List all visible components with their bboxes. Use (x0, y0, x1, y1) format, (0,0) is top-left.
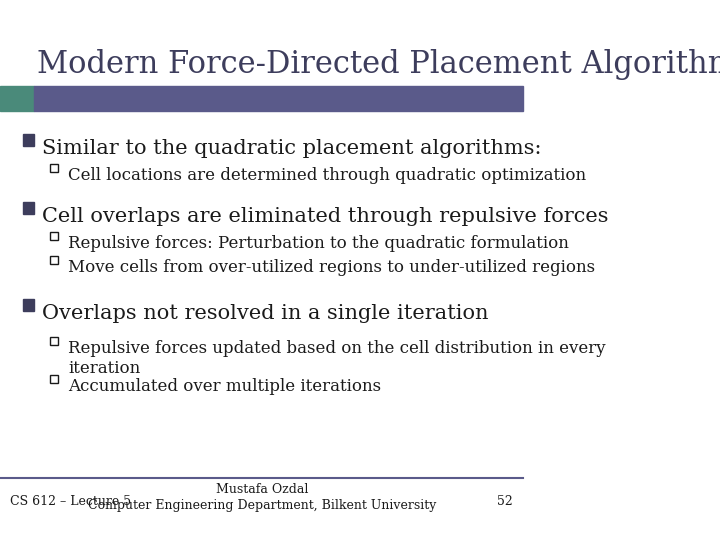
Bar (50, 164, 58, 172)
Text: Modern Force-Directed Placement Algorithms: Modern Force-Directed Placement Algorith… (37, 49, 720, 79)
Bar (22, 299, 34, 311)
Text: 52: 52 (498, 495, 513, 508)
Text: CS 612 – Lecture 5: CS 612 – Lecture 5 (11, 495, 132, 508)
Text: Cell overlaps are eliminated through repulsive forces: Cell overlaps are eliminated through rep… (42, 207, 608, 226)
Text: Computer Engineering Department, Bilkent University: Computer Engineering Department, Bilkent… (88, 499, 436, 512)
Bar (22, 202, 34, 214)
Bar (34, 86, 523, 111)
Text: Repulsive forces: Perturbation to the quadratic formulation: Repulsive forces: Perturbation to the qu… (68, 235, 569, 252)
Text: Accumulated over multiple iterations: Accumulated over multiple iterations (68, 378, 381, 395)
Bar (50, 256, 58, 264)
Text: Similar to the quadratic placement algorithms:: Similar to the quadratic placement algor… (42, 139, 541, 158)
Bar (50, 337, 58, 345)
Bar (50, 232, 58, 240)
Text: Move cells from over-utilized regions to under-utilized regions: Move cells from over-utilized regions to… (68, 259, 595, 276)
Text: Mustafa Ozdal: Mustafa Ozdal (215, 483, 308, 496)
Bar (0, 86, 34, 111)
Text: Cell locations are determined through quadratic optimization: Cell locations are determined through qu… (68, 167, 586, 184)
Bar (22, 134, 34, 146)
Bar (50, 375, 58, 383)
Text: Repulsive forces updated based on the cell distribution in every
iteration: Repulsive forces updated based on the ce… (68, 340, 606, 377)
Text: Overlaps not resolved in a single iteration: Overlaps not resolved in a single iterat… (42, 304, 488, 323)
